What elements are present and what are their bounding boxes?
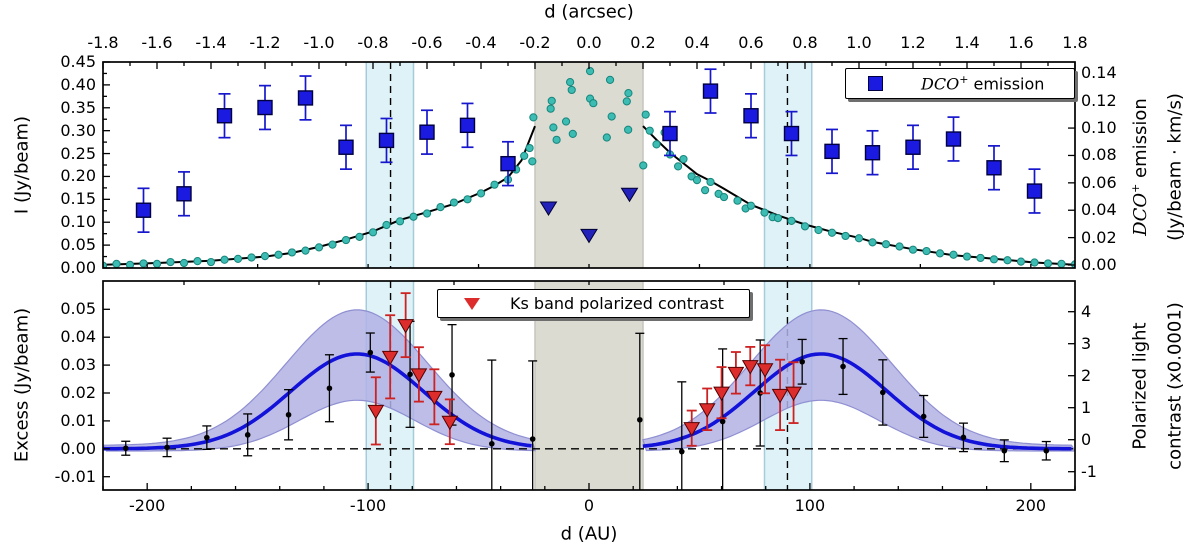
top-xtick-label: -1.2 xyxy=(249,33,281,52)
blue-square-marker-icon xyxy=(868,76,883,91)
top-xtick-label: -1.6 xyxy=(141,33,173,52)
top-xtick-label: 1.4 xyxy=(954,33,980,52)
legend-dco-label: DCO+ emission xyxy=(921,73,1045,94)
red-triangle-marker-icon xyxy=(464,297,480,310)
top-xtick-label: -1.4 xyxy=(195,33,227,52)
top-xtick-label: -0.8 xyxy=(357,33,389,52)
bottom-right-ytick-label: 1 xyxy=(1081,397,1092,417)
top-left-axis-label: I (Jy/beam) xyxy=(11,115,33,215)
bottom-left-ytick-label: 0.02 xyxy=(60,383,96,402)
top-left-ytick-label: 0.10 xyxy=(60,212,96,232)
plus-superscript: + xyxy=(1129,183,1142,193)
top-xtick-label: 1.8 xyxy=(1062,33,1088,52)
top-right-axis-label-line2: (Jy/beam · km/s) xyxy=(1164,93,1186,241)
bottom-right-ytick-label: 0 xyxy=(1081,429,1092,449)
bottom-right-axis-label-line1: Polarized light xyxy=(1129,322,1151,450)
bottom-left-ytick-label: 0.05 xyxy=(60,299,96,319)
legend-ks-contrast: Ks band polarized contrast xyxy=(437,289,750,318)
top-xtick-label: -0.2 xyxy=(519,33,551,52)
top-xtick-label: -0.4 xyxy=(465,33,497,52)
legend-ks-label: Ks band polarized contrast xyxy=(510,294,724,313)
bottom-xtick-label: 100 xyxy=(794,496,826,515)
emission-text: emission xyxy=(1130,98,1151,184)
top-right-ytick-label: 0.10 xyxy=(1081,118,1117,138)
top-right-ytick-label: 0.00 xyxy=(1081,255,1117,274)
bottom-right-axis-label-line2: contrast (x0.0001) xyxy=(1164,302,1186,470)
bottom-xtick-label: -200 xyxy=(129,496,166,515)
bottom-xtick-label: 0 xyxy=(583,496,595,515)
top-left-ytick-label: 0.05 xyxy=(60,235,96,255)
top-xtick-label: 0.8 xyxy=(792,33,818,52)
legend-dco-emission: DCO+ emission xyxy=(845,68,1075,99)
top-xtick-label: 1.0 xyxy=(846,33,872,52)
top-right-ytick-label: 0.02 xyxy=(1081,227,1117,247)
bottom-left-ytick-label: -0.01 xyxy=(54,466,96,486)
top-right-ytick-label: 0.12 xyxy=(1081,90,1117,110)
top-xtick-label: -1.8 xyxy=(87,33,119,52)
top-xtick-label: 0.0 xyxy=(576,33,602,52)
top-xtick-label: 0.2 xyxy=(630,33,656,52)
bottom-axis-title: d (AU) xyxy=(560,523,618,545)
top-left-ytick-label: 0.00 xyxy=(60,258,96,277)
bottom-xtick-label: -100 xyxy=(349,496,387,515)
top-right-ytick-label: 0.06 xyxy=(1081,172,1117,192)
top-xtick-label: -0.6 xyxy=(411,33,443,52)
bottom-right-ytick-label: 4 xyxy=(1081,301,1092,321)
top-left-ytick-label: 0.45 xyxy=(60,52,96,71)
top-xtick-label: 1.6 xyxy=(1008,33,1034,52)
top-xtick-label: 1.2 xyxy=(900,33,926,52)
bottom-right-ytick-label: -1 xyxy=(1081,461,1097,481)
top-right-ytick-label: 0.14 xyxy=(1081,63,1117,83)
top-panel xyxy=(103,62,1075,268)
top-left-ytick-label: 0.35 xyxy=(60,97,96,117)
top-left-ytick-label: 0.15 xyxy=(60,189,96,209)
bottom-xtick-label: 200 xyxy=(1015,496,1047,515)
top-xtick-label: 0.4 xyxy=(684,33,710,52)
bottom-right-ytick-label: 3 xyxy=(1081,333,1092,353)
top-axis-title: d (arcsec) xyxy=(544,1,634,23)
bottom-left-ytick-label: 0.01 xyxy=(60,410,96,430)
top-left-ytick-label: 0.30 xyxy=(60,120,96,140)
top-left-ytick-label: 0.25 xyxy=(60,143,96,163)
bottom-left-ytick-label: 0.03 xyxy=(60,355,96,375)
top-xtick-label: 0.6 xyxy=(738,33,764,52)
bottom-right-ytick-label: 2 xyxy=(1081,365,1092,385)
bottom-left-ytick-label: 0.00 xyxy=(60,438,96,458)
dco-math-text: DCO xyxy=(1130,192,1151,236)
top-right-ytick-label: 0.08 xyxy=(1081,145,1117,165)
top-right-axis-label-line1: DCO+ emission xyxy=(1129,98,1151,236)
bottom-left-axis-label: Excess (Jy/beam) xyxy=(11,307,33,463)
top-right-ytick-label: 0.04 xyxy=(1081,200,1117,220)
bottom-left-ytick-label: 0.04 xyxy=(60,327,96,347)
top-left-ytick-label: 0.20 xyxy=(60,166,96,186)
top-left-ytick-label: 0.40 xyxy=(60,74,96,94)
top-xtick-label: -1.0 xyxy=(303,33,335,52)
